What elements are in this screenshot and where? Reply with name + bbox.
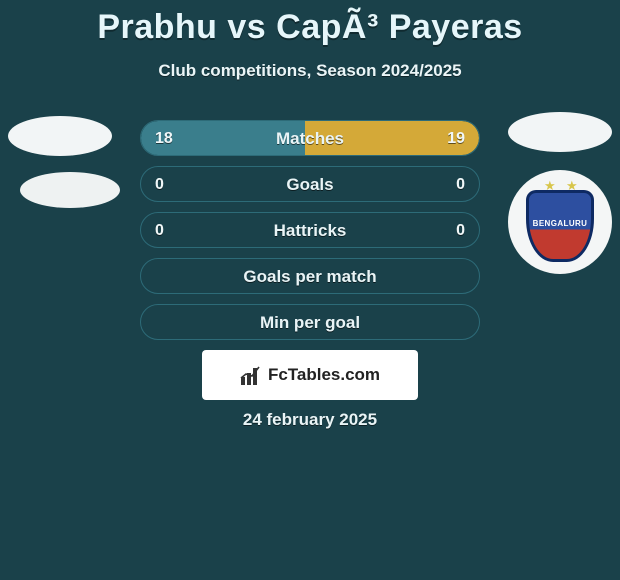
stat-value-right: 0: [456, 213, 465, 248]
brand-box[interactable]: FcTables.com: [202, 350, 418, 400]
player-left-avatar: [8, 116, 112, 156]
date-label: 24 february 2025: [0, 410, 620, 430]
crest-label: BENGALURU: [529, 219, 591, 228]
page-subtitle: Club competitions, Season 2024/2025: [0, 61, 620, 81]
stat-row: Matches18 19: [140, 120, 480, 156]
stat-label: Matches: [141, 121, 479, 156]
stat-row: Goals0 0: [140, 166, 480, 202]
stat-value-right: 0: [456, 167, 465, 202]
brand-text: FcTables.com: [268, 365, 380, 385]
stat-value-left: 0: [155, 167, 164, 202]
stat-label: Hattricks: [141, 213, 479, 248]
stats-panel: Matches1819Goals00Hattricks00Goals per m…: [140, 120, 480, 350]
stat-row: Min per goal: [140, 304, 480, 340]
stat-label: Goals per match: [141, 259, 479, 294]
club-crest: ★ ★ BENGALURU: [508, 170, 612, 274]
stat-value-right: 19: [447, 121, 465, 156]
player-right-avatar: [508, 112, 612, 152]
stat-label: Goals: [141, 167, 479, 202]
page-title: Prabhu vs CapÃ³ Payeras: [0, 0, 620, 47]
stat-label: Min per goal: [141, 305, 479, 340]
bars-icon: [240, 365, 262, 385]
player-left-avatar-2: [20, 172, 120, 208]
stat-row: Hattricks0 0: [140, 212, 480, 248]
stat-row: Goals per match: [140, 258, 480, 294]
stat-value-left: 18: [155, 121, 173, 156]
stat-value-left: 0: [155, 213, 164, 248]
